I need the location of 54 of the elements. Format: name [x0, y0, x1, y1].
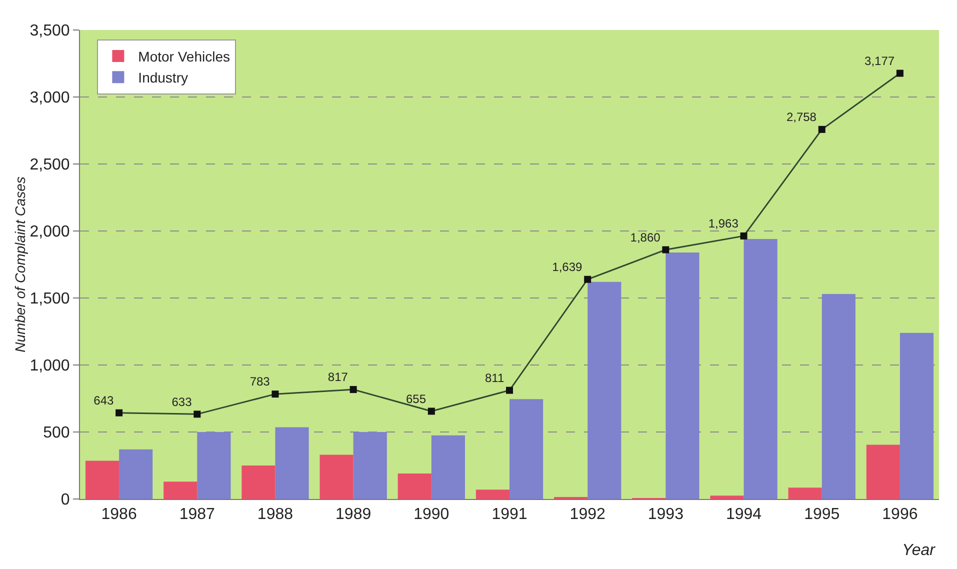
bar	[197, 432, 231, 499]
data-label: 2,758	[786, 110, 817, 124]
x-tick-label: 1989	[336, 506, 372, 524]
legend-label: Motor Vehicles	[138, 48, 230, 64]
data-label: 783	[250, 374, 270, 389]
data-label: 1,639	[552, 260, 583, 274]
x-tick-label: 1995	[804, 506, 840, 524]
x-tick-label: 1988	[257, 506, 294, 524]
y-axis-title: Number of Complaint Cases	[12, 176, 28, 352]
bar	[510, 399, 544, 499]
bar	[710, 496, 744, 499]
bar	[900, 332, 934, 499]
x-tick-label: 1992	[570, 506, 606, 524]
bar	[588, 282, 622, 499]
bar	[744, 239, 778, 499]
x-tick-label: 1996	[882, 506, 918, 524]
bar	[320, 454, 354, 499]
bar	[476, 490, 510, 499]
x-tick-label: 1990	[414, 506, 450, 524]
data-label: 811	[484, 370, 504, 385]
y-tick-label: 0	[60, 492, 70, 509]
y-tick-label: 3,000	[30, 90, 70, 107]
bar	[666, 252, 700, 499]
bar	[353, 432, 387, 499]
x-tick-label: 1993	[648, 506, 684, 524]
bar	[398, 474, 432, 499]
x-tick-label: 1991	[492, 506, 528, 524]
data-label: 1,963	[708, 216, 739, 231]
bar	[822, 294, 856, 499]
data-label: 633	[172, 394, 192, 409]
y-tick-label: 2,500	[30, 156, 70, 174]
x-tick-label: 1986	[101, 506, 137, 524]
bar	[119, 449, 153, 499]
data-label: 643	[94, 393, 114, 408]
y-tick-label: 1,500	[30, 290, 70, 308]
y-tick-label: 500	[43, 424, 70, 442]
bar	[85, 460, 120, 499]
bar	[164, 482, 198, 499]
data-label: 3,177	[864, 54, 895, 68]
bar	[788, 488, 822, 499]
y-tick-label: 3,500	[30, 22, 70, 40]
legend-label: Industry	[138, 70, 188, 86]
bar	[866, 444, 900, 499]
x-axis-title: Year	[902, 542, 936, 559]
y-tick-label: 2,000	[30, 224, 70, 241]
data-label: 817	[328, 370, 348, 384]
bar	[431, 435, 465, 499]
data-label: 1,860	[630, 230, 661, 244]
x-tick-label: 1994	[726, 506, 762, 524]
bar	[275, 427, 309, 499]
data-label: 655	[406, 392, 426, 406]
bar	[242, 466, 276, 499]
x-tick-label: 1987	[179, 506, 216, 524]
y-tick-label: 1,000	[30, 358, 70, 375]
